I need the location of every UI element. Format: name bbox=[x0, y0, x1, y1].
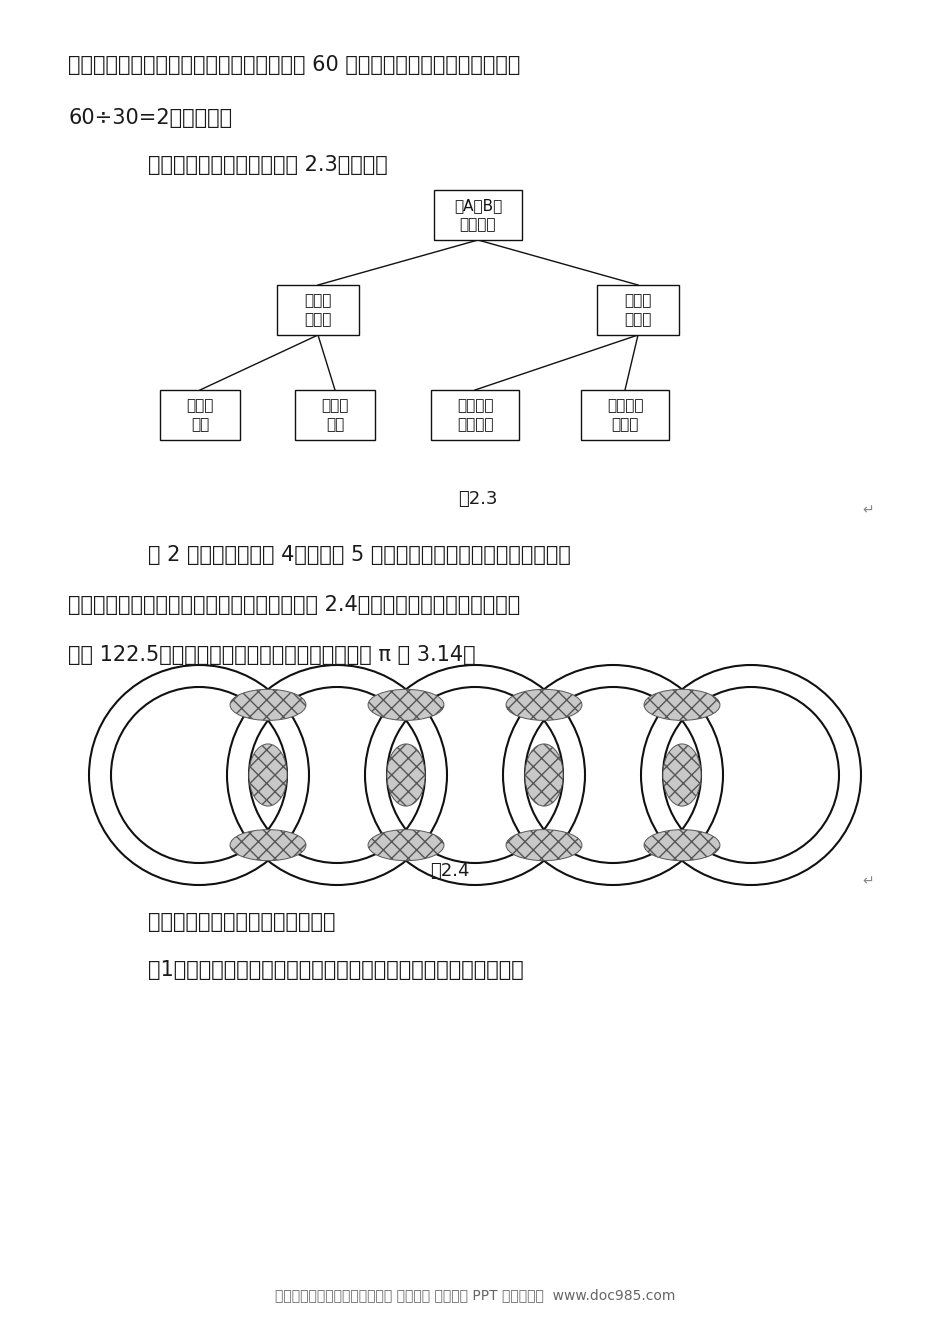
Text: 乙船的
速度: 乙船的 速度 bbox=[321, 398, 349, 431]
Text: 曲边四边形（阴影部分）的面积都相等（如图 2.4），已知五个圆环盖住的总面: 曲边四边形（阴影部分）的面积都相等（如图 2.4），已知五个圆环盖住的总面 bbox=[68, 595, 521, 616]
Text: 时间，只是改变了相遇地点：偏离原相遇点 60 米，由此可知两船相遇的时间为: 时间，只是改变了相遇地点：偏离原相遇点 60 米，由此可知两船相遇的时间为 bbox=[68, 55, 521, 75]
Ellipse shape bbox=[506, 689, 582, 720]
FancyBboxPatch shape bbox=[581, 390, 669, 439]
FancyBboxPatch shape bbox=[295, 390, 375, 439]
FancyBboxPatch shape bbox=[277, 285, 359, 335]
Text: 两次相遇
的距离差: 两次相遇 的距离差 bbox=[457, 398, 493, 431]
Ellipse shape bbox=[368, 829, 444, 860]
Ellipse shape bbox=[663, 745, 701, 806]
Text: 例 2 五环图由内径为 4，外径为 5 的五个圆环组成，其中两两相交的小: 例 2 五环图由内径为 4，外径为 5 的五个圆环组成，其中两两相交的小 bbox=[148, 546, 571, 564]
Text: ↵: ↵ bbox=[862, 503, 874, 517]
Text: 下行船的
速度差: 下行船的 速度差 bbox=[607, 398, 643, 431]
Text: 60÷30=2（小时）。: 60÷30=2（小时）。 bbox=[68, 108, 232, 128]
Text: （1）要求每个小曲边四边形的面积，根据题意必须知道什么条件？: （1）要求每个小曲边四边形的面积，根据题意必须知道什么条件？ bbox=[148, 960, 523, 980]
Text: 分析（仍用逆向分析思路探索）：: 分析（仍用逆向分析思路探索）： bbox=[148, 913, 335, 931]
Text: 此分析思路可以用下图（图 2.3）表示：: 此分析思路可以用下图（图 2.3）表示： bbox=[148, 155, 388, 175]
Ellipse shape bbox=[525, 745, 563, 806]
Text: 积是 122.5，求每个小曲边四边形的面积（圆周率 π 取 3.14）: 积是 122.5，求每个小曲边四边形的面积（圆周率 π 取 3.14） bbox=[68, 645, 476, 665]
Ellipse shape bbox=[230, 829, 306, 860]
Ellipse shape bbox=[249, 745, 287, 806]
FancyBboxPatch shape bbox=[160, 390, 240, 439]
Ellipse shape bbox=[644, 689, 720, 720]
FancyBboxPatch shape bbox=[431, 390, 519, 439]
Ellipse shape bbox=[368, 689, 444, 720]
Ellipse shape bbox=[387, 745, 425, 806]
FancyBboxPatch shape bbox=[597, 285, 679, 335]
Ellipse shape bbox=[230, 689, 306, 720]
Text: 小学、初中、高中各种试卷真题 知识归纳 文案合同 PPT 等免费下载  www.doc985.com: 小学、初中、高中各种试卷真题 知识归纳 文案合同 PPT 等免费下载 www.d… bbox=[275, 1288, 675, 1302]
Text: 两船相
遇时间: 两船相 遇时间 bbox=[624, 293, 652, 327]
Ellipse shape bbox=[506, 829, 582, 860]
FancyBboxPatch shape bbox=[434, 190, 522, 241]
Ellipse shape bbox=[644, 829, 720, 860]
Text: 图2.4: 图2.4 bbox=[430, 862, 469, 880]
Text: 甲船的
速度: 甲船的 速度 bbox=[186, 398, 214, 431]
Text: ↵: ↵ bbox=[862, 874, 874, 888]
Text: 求A、B两
地的距离: 求A、B两 地的距离 bbox=[454, 198, 503, 231]
Text: 两船的
速度和: 两船的 速度和 bbox=[304, 293, 332, 327]
Text: 图2.3: 图2.3 bbox=[458, 491, 498, 508]
